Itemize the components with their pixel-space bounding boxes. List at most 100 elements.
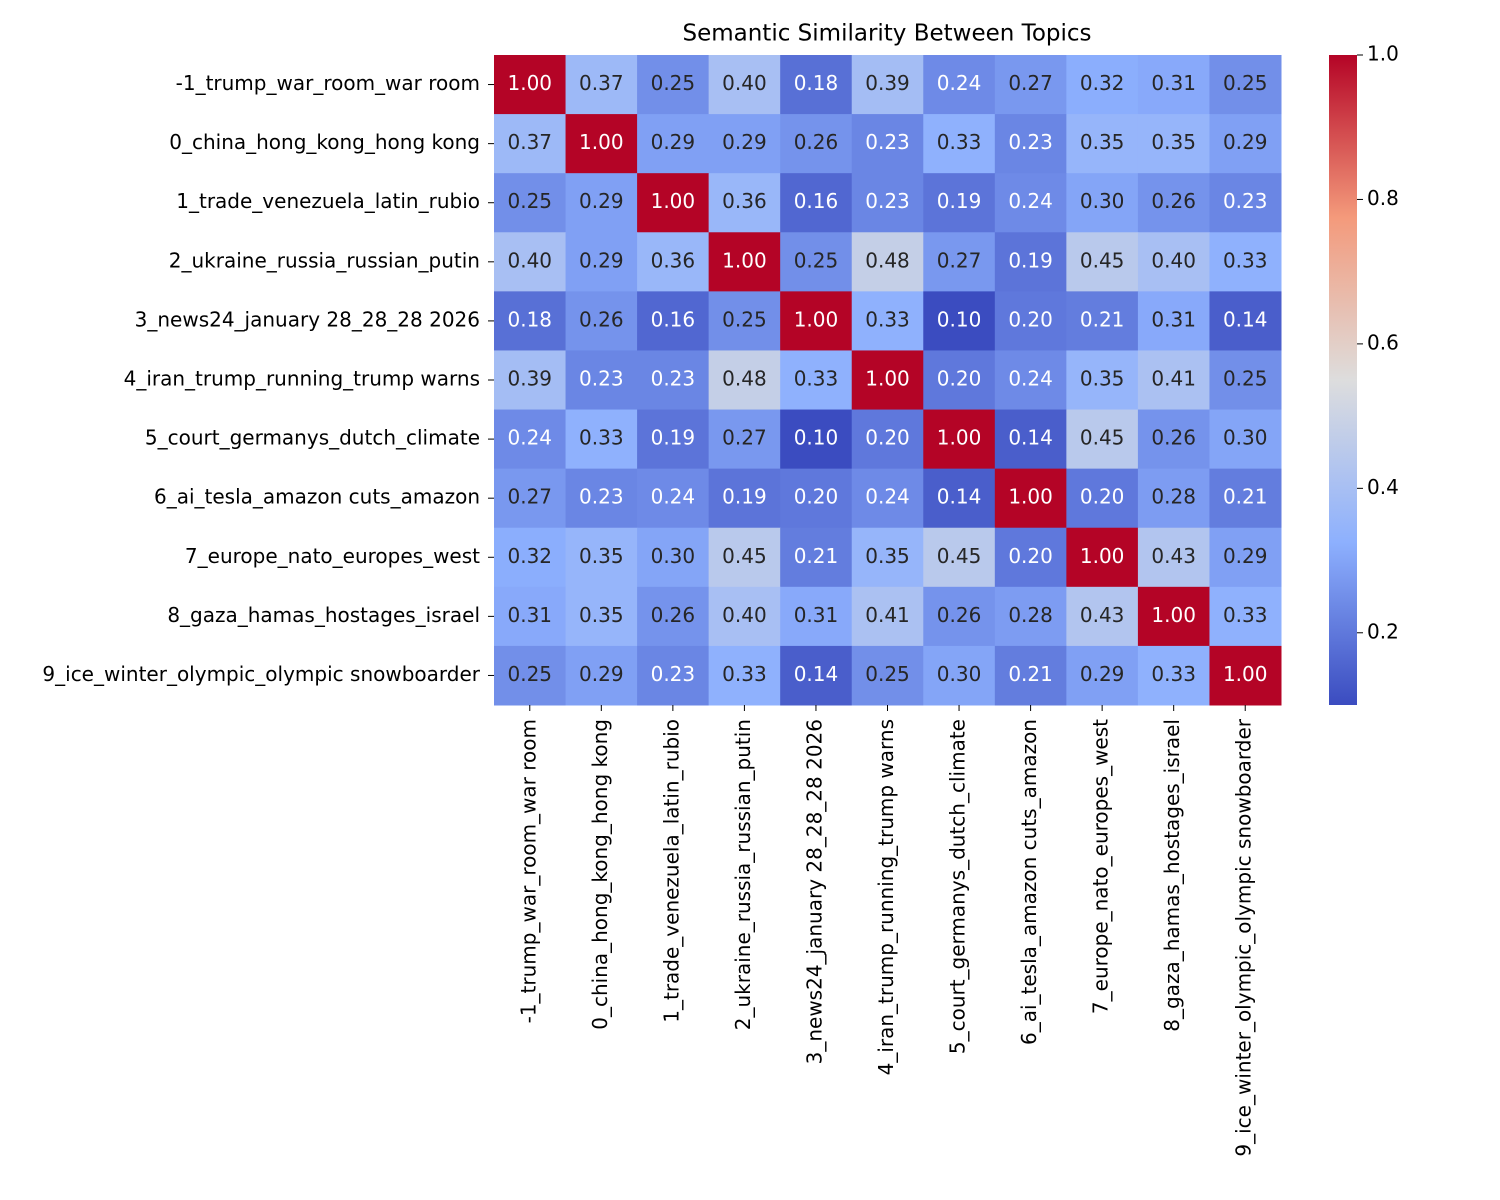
x-tick-label: 2_ukraine_russia_russian_putin xyxy=(731,719,755,1030)
heatmap-cell xyxy=(994,114,1067,174)
heatmap-cell xyxy=(851,173,924,233)
cell-label: 0.43 xyxy=(1080,603,1125,627)
heatmap-cell xyxy=(780,232,853,292)
heatmap-cell xyxy=(923,291,996,351)
heatmap-cell xyxy=(1209,291,1282,351)
heatmap-cell xyxy=(1137,55,1210,115)
cell-label: 0.41 xyxy=(865,603,910,627)
cell-label: 0.33 xyxy=(794,367,839,391)
heatmap-cell xyxy=(994,291,1067,351)
heatmap-cell xyxy=(1137,173,1210,233)
heatmap-cell xyxy=(708,114,781,174)
cell-label: 0.33 xyxy=(722,662,767,686)
heatmap-cell xyxy=(851,527,924,588)
cell-label: 0.23 xyxy=(865,189,910,213)
cell-label: 1.00 xyxy=(508,71,553,95)
cell-label: 0.19 xyxy=(722,485,767,509)
cell-label: 0.20 xyxy=(794,485,839,509)
heatmap-cell xyxy=(1209,232,1282,292)
cell-label: 0.24 xyxy=(651,485,696,509)
cell-label: 0.39 xyxy=(865,71,910,95)
cell-label: 0.24 xyxy=(1008,367,1053,391)
heatmap-cell xyxy=(565,55,638,115)
heatmap-cell xyxy=(923,55,996,115)
heatmap-cell xyxy=(708,55,781,115)
cell-label: 0.27 xyxy=(722,426,767,450)
y-tick-label: 2_ukraine_russia_russian_putin xyxy=(169,248,480,272)
cell-label: 0.25 xyxy=(722,307,767,331)
heatmap-cell xyxy=(1209,409,1282,470)
cell-label: 0.40 xyxy=(722,71,767,95)
cell-label: 0.45 xyxy=(1080,426,1125,450)
cell-label: 0.41 xyxy=(1151,367,1196,391)
cell-label: 0.35 xyxy=(1080,367,1125,391)
cell-label: 0.10 xyxy=(794,426,839,450)
cell-label: 0.14 xyxy=(1223,307,1268,331)
heatmap-cell xyxy=(780,114,853,174)
cell-label: 0.30 xyxy=(937,662,982,686)
y-tick-label: 3_news24_january 28_28_28 2026 xyxy=(135,307,480,331)
cell-label: 1.00 xyxy=(937,426,982,450)
heatmap-cell xyxy=(923,114,996,174)
cell-label: 0.18 xyxy=(508,307,553,331)
cell-label: 0.43 xyxy=(1151,544,1196,568)
heatmap-cell xyxy=(923,173,996,233)
cell-label: 0.19 xyxy=(651,426,696,450)
cell-label: 0.20 xyxy=(1008,307,1053,331)
heatmap-cell xyxy=(565,232,638,292)
heatmap-cell xyxy=(1209,586,1282,647)
cell-label: 0.20 xyxy=(865,426,910,450)
heatmap-cell xyxy=(1066,527,1139,588)
heatmap-cell xyxy=(780,291,853,351)
cell-label: 1.00 xyxy=(579,130,624,154)
cell-label: 0.29 xyxy=(579,662,624,686)
heatmap-cell xyxy=(923,350,996,411)
heatmap-cell xyxy=(780,527,853,588)
heatmap-cell xyxy=(637,468,710,529)
cell-label: 0.45 xyxy=(1080,248,1125,272)
heatmap-cell xyxy=(1137,586,1210,647)
cell-label: 0.26 xyxy=(1151,426,1196,450)
cell-label: 0.26 xyxy=(937,603,982,627)
heatmap-cell xyxy=(494,291,567,351)
heatmap-cell xyxy=(1137,409,1210,470)
heatmap-cell xyxy=(565,645,638,706)
cell-label: 0.10 xyxy=(937,307,982,331)
heatmap-cell xyxy=(780,350,853,411)
cell-label: 0.29 xyxy=(1080,662,1125,686)
cell-label: 0.45 xyxy=(722,544,767,568)
heatmap-cell xyxy=(994,55,1067,115)
cell-label: 0.21 xyxy=(794,544,839,568)
heatmap-cell xyxy=(851,232,924,292)
heatmap-cell xyxy=(994,409,1067,470)
cell-label: 0.33 xyxy=(579,426,624,450)
heatmap-cell xyxy=(994,527,1067,588)
heatmap-cell xyxy=(637,291,710,351)
cell-label: 0.33 xyxy=(865,307,910,331)
cell-label: 0.29 xyxy=(722,130,767,154)
x-tick-label: 7_europe_nato_europes_west xyxy=(1089,719,1113,1014)
heatmap-cell xyxy=(1066,55,1139,115)
cell-label: 0.30 xyxy=(1223,426,1268,450)
heatmap-cell xyxy=(494,350,567,411)
cell-label: 0.31 xyxy=(1151,71,1196,95)
heatmap-cell xyxy=(1209,468,1282,529)
cell-label: 0.23 xyxy=(1008,130,1053,154)
cell-label: 0.29 xyxy=(651,130,696,154)
cell-label: 0.27 xyxy=(1008,71,1053,95)
cell-label: 0.16 xyxy=(794,189,839,213)
cell-label: 0.35 xyxy=(579,544,624,568)
cell-label: 1.00 xyxy=(794,307,839,331)
cell-label: 0.25 xyxy=(794,248,839,272)
heatmap-cell xyxy=(851,114,924,174)
colorbar-tick-label: 1.0 xyxy=(1367,42,1399,66)
cell-label: 0.28 xyxy=(1008,603,1053,627)
cell-label: 0.37 xyxy=(508,130,553,154)
heatmap-cell xyxy=(851,55,924,115)
cell-label: 0.23 xyxy=(651,662,696,686)
x-tick-label: 4_iran_trump_running_trump warns xyxy=(874,719,898,1075)
heatmap-cell xyxy=(780,55,853,115)
heatmap-cell xyxy=(565,291,638,351)
cell-label: 0.27 xyxy=(508,485,553,509)
cell-label: 1.00 xyxy=(865,367,910,391)
